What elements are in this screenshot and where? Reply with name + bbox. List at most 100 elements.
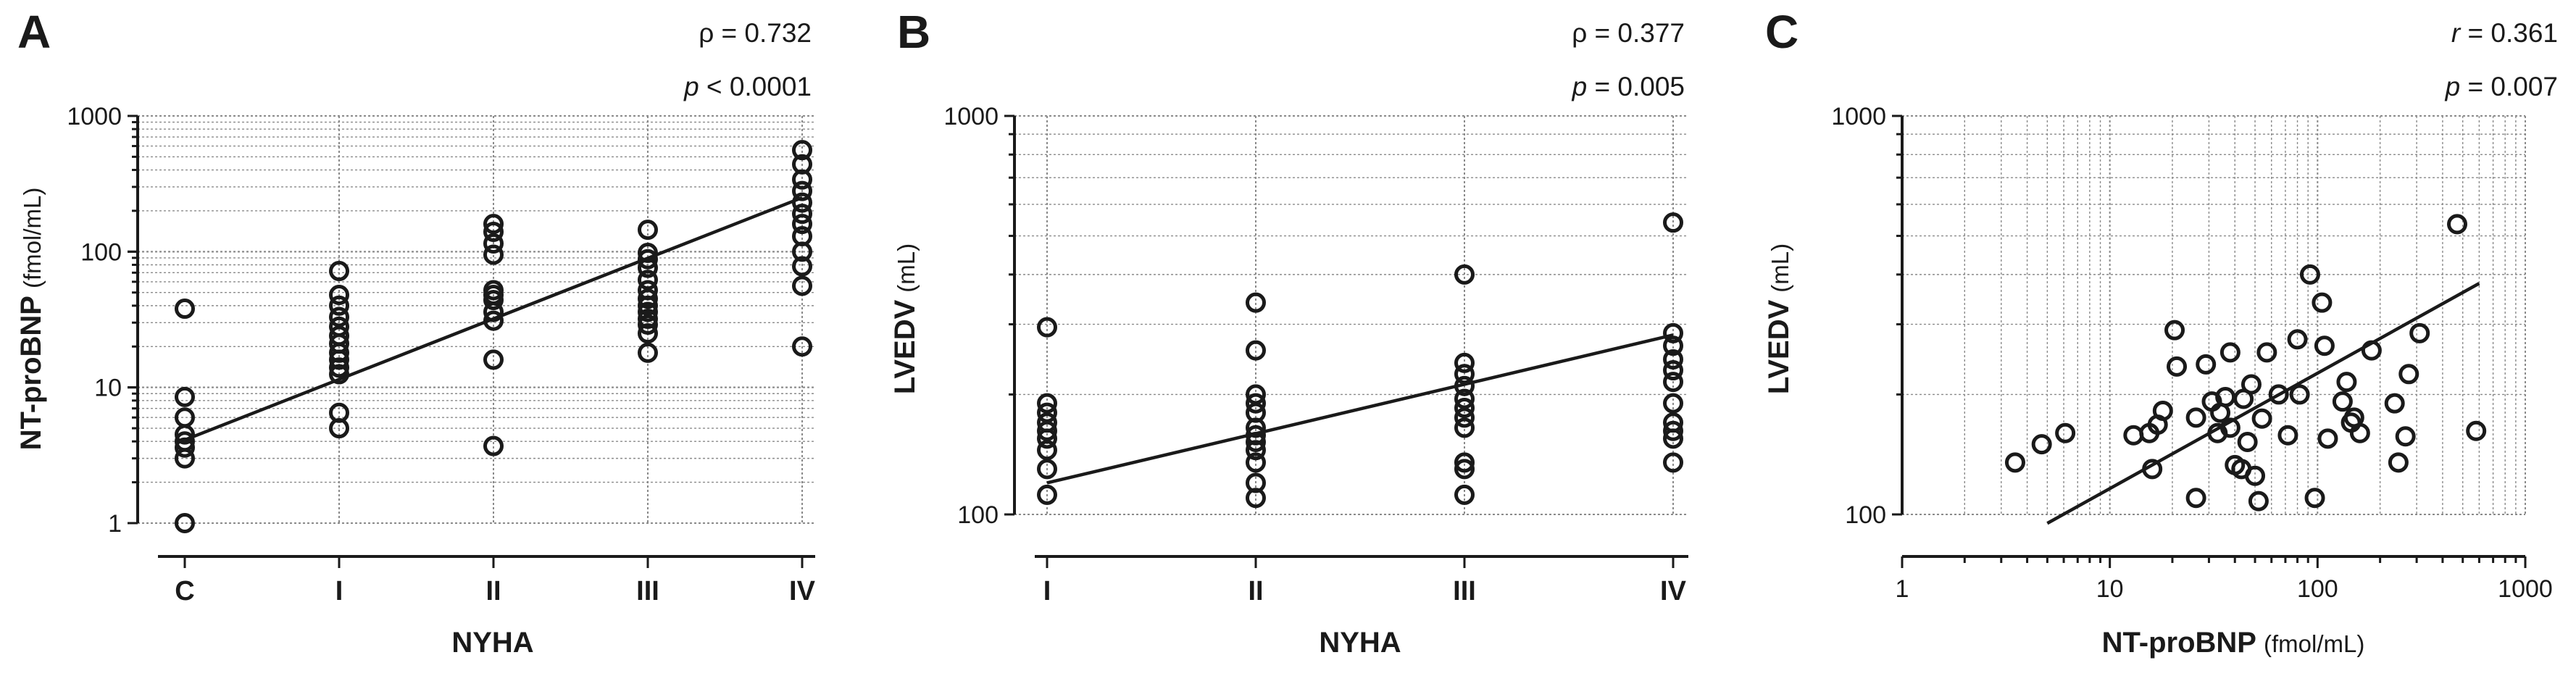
data-point bbox=[2398, 364, 2419, 385]
data-point bbox=[2031, 434, 2052, 455]
panel-c-x-tick-1: 1 bbox=[1896, 575, 1909, 603]
panel-b-grid bbox=[1014, 115, 1688, 515]
panel-b-letter: B bbox=[897, 6, 930, 58]
data-point bbox=[2349, 422, 2370, 443]
data-point bbox=[1037, 440, 1057, 461]
data-point bbox=[2289, 384, 2310, 405]
panel-a-p-symbol: p bbox=[683, 72, 699, 101]
panel-c-grid bbox=[1902, 115, 2526, 515]
data-point bbox=[175, 299, 195, 320]
data-point bbox=[638, 314, 658, 335]
data-point bbox=[1663, 322, 1683, 343]
panel-c-y-tick-100: 100 bbox=[1845, 501, 1886, 529]
data-point bbox=[1037, 428, 1057, 449]
panel-a-letter: A bbox=[17, 6, 51, 58]
data-point bbox=[638, 323, 658, 344]
data-point bbox=[2304, 488, 2325, 509]
panel-c-r-value: = 0.361 bbox=[2460, 18, 2558, 48]
panel-a-y-tick-1: 1 bbox=[108, 510, 122, 538]
data-point bbox=[792, 275, 812, 296]
data-point bbox=[2055, 422, 2076, 443]
data-point bbox=[483, 310, 504, 331]
panel-a-category-iv: IV bbox=[789, 576, 816, 606]
data-point bbox=[792, 204, 812, 225]
data-point bbox=[2268, 384, 2289, 405]
data-point bbox=[638, 270, 658, 291]
data-point bbox=[2219, 342, 2241, 363]
panel-b-x-axis-title: NYHA bbox=[1319, 627, 1401, 659]
data-point bbox=[2409, 322, 2430, 343]
data-point bbox=[638, 295, 658, 316]
data-point bbox=[638, 342, 658, 363]
panel-c-axes bbox=[1892, 114, 2527, 568]
data-point bbox=[1663, 420, 1683, 441]
data-point bbox=[1454, 364, 1475, 385]
data-point bbox=[2237, 431, 2258, 452]
data-point bbox=[1454, 375, 1475, 396]
panel-c-marks bbox=[2004, 214, 2487, 525]
panel-a-y-tick-labels: 1 10 100 1000 bbox=[67, 103, 122, 538]
data-point bbox=[1037, 420, 1057, 441]
panel-a-p-stat: p < 0.0001 bbox=[683, 72, 812, 101]
panel-b-p-symbol: p bbox=[1572, 72, 1588, 101]
data-point bbox=[2123, 425, 2144, 446]
panel-b-category-i: I bbox=[1043, 576, 1051, 606]
data-point bbox=[1663, 452, 1683, 473]
panel-a-p-value: < 0.0001 bbox=[699, 72, 812, 101]
data-point bbox=[1454, 352, 1475, 373]
panel-c-x-axis-title: NT-proBNP (fmol/mL) bbox=[2102, 627, 2365, 659]
data-point bbox=[2164, 320, 2185, 341]
data-point bbox=[175, 386, 195, 407]
panel-c-x-tick-100: 100 bbox=[2297, 575, 2338, 603]
data-point bbox=[638, 309, 658, 330]
data-point bbox=[1037, 393, 1057, 414]
data-point bbox=[2142, 459, 2163, 480]
panel-b-p-stat: p = 0.005 bbox=[1572, 72, 1685, 101]
data-point bbox=[483, 214, 504, 235]
data-point bbox=[329, 364, 349, 385]
data-point bbox=[792, 214, 812, 235]
data-point bbox=[2245, 465, 2266, 486]
data-point bbox=[175, 437, 195, 458]
data-point bbox=[2336, 372, 2357, 393]
panel-a-grid bbox=[138, 115, 815, 524]
data-point bbox=[1246, 431, 1266, 452]
panel-b-marks bbox=[1037, 212, 1683, 509]
data-point bbox=[792, 336, 812, 357]
data-point bbox=[1454, 398, 1475, 419]
data-point bbox=[1663, 212, 1683, 233]
panel-b-p-value: = 0.005 bbox=[1587, 72, 1685, 101]
data-point bbox=[1246, 340, 1266, 361]
data-point bbox=[638, 220, 658, 241]
data-point bbox=[792, 256, 812, 277]
data-point bbox=[329, 342, 349, 363]
panel-c-x-axis-title-main: NT-proBNP bbox=[2102, 627, 2256, 659]
data-point bbox=[329, 261, 349, 282]
data-point bbox=[1246, 488, 1266, 509]
data-point bbox=[1037, 317, 1057, 338]
data-point bbox=[1246, 292, 1266, 313]
data-point bbox=[175, 448, 195, 469]
panel-b-y-tick-1000: 1000 bbox=[943, 103, 999, 130]
panel-a-rho: ρ = 0.732 bbox=[699, 18, 812, 48]
data-point bbox=[2314, 335, 2335, 356]
data-point bbox=[2395, 426, 2416, 447]
panel-c-p-symbol: p bbox=[2445, 72, 2461, 101]
panel-c-x-tick-1000: 1000 bbox=[2498, 575, 2553, 603]
data-point bbox=[1454, 417, 1475, 438]
data-point bbox=[2299, 264, 2320, 285]
data-point bbox=[2466, 420, 2487, 441]
data-point bbox=[1246, 417, 1266, 438]
panel-b-y-tick-labels: 100 1000 bbox=[943, 103, 999, 529]
data-point bbox=[483, 435, 504, 456]
data-point bbox=[329, 357, 349, 378]
data-point bbox=[483, 244, 504, 265]
panel-c-y-tick-labels: 100 1000 bbox=[1831, 103, 1886, 529]
data-point bbox=[2219, 417, 2241, 438]
panel-c: C r = 0.361 p = 0.007 100 1000 1 10 100 … bbox=[1763, 6, 2558, 659]
panel-a-category-ii: II bbox=[485, 576, 501, 606]
data-point bbox=[1663, 372, 1683, 393]
panel-c-r-symbol: r bbox=[2451, 18, 2462, 48]
panel-a-y-tick-1000: 1000 bbox=[67, 103, 122, 130]
panel-b: B ρ = 0.377 p = 0.005 100 1000 I II III … bbox=[889, 6, 1688, 659]
